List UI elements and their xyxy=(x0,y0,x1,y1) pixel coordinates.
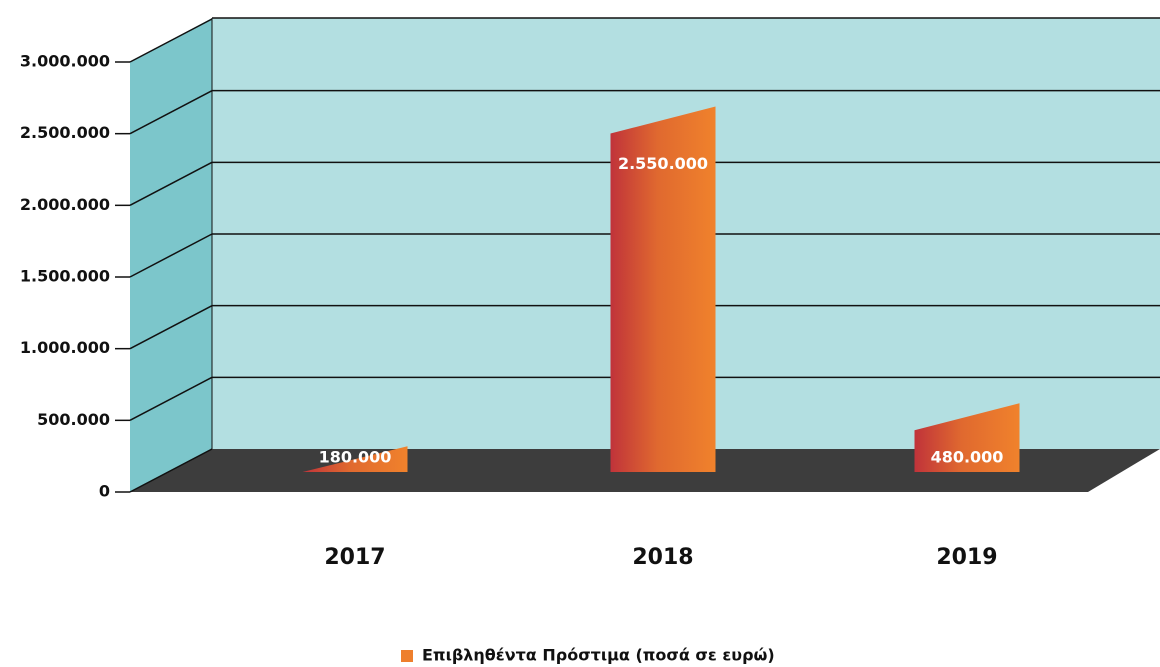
grid-line xyxy=(129,18,213,63)
grid-line xyxy=(129,305,213,350)
data-label: 480.000 xyxy=(931,448,1004,467)
grid-line xyxy=(129,233,213,278)
bar xyxy=(914,403,1020,472)
x-tick-label: 2018 xyxy=(632,545,693,570)
grid-line xyxy=(129,161,213,206)
bar xyxy=(610,106,716,472)
grid-line xyxy=(129,376,213,421)
bar xyxy=(302,446,408,472)
legend-label: Επιβληθέντα Πρόστιμα (ποσά σε ευρώ) xyxy=(422,646,775,665)
data-label: 2.550.000 xyxy=(618,154,708,173)
data-label: 180.000 xyxy=(319,448,392,467)
x-tick-label: 2017 xyxy=(324,545,385,570)
y-tick-label: 1.000.000 xyxy=(20,338,110,357)
y-tick-label: 2.500.000 xyxy=(20,123,110,142)
y-tick-label: 2.000.000 xyxy=(20,195,110,214)
grid-line xyxy=(129,90,213,135)
x-tick-label: 2019 xyxy=(936,545,997,570)
y-tick-label: 500.000 xyxy=(37,410,110,429)
legend-swatch xyxy=(401,650,413,662)
y-tick-label: 3.000.000 xyxy=(20,52,110,71)
y-tick-label: 1.500.000 xyxy=(20,267,110,286)
y-tick-label: 0 xyxy=(99,482,110,501)
grid-line xyxy=(129,448,213,493)
